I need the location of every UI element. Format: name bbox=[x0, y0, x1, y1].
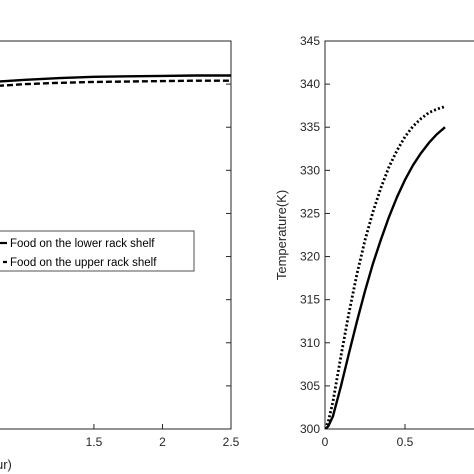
right-y-tick-label: 310 bbox=[300, 336, 320, 350]
right-series-line-1 bbox=[325, 126, 446, 429]
right-y-tick-label: 325 bbox=[300, 206, 320, 220]
right-series-line-2 bbox=[325, 105, 446, 429]
right-y-axis-label: Temperature(K) bbox=[274, 190, 289, 280]
left-x-tick-label: 2 bbox=[159, 435, 166, 449]
left-x-tick-label: 2.5 bbox=[223, 435, 240, 449]
right-y-tick-label: 300 bbox=[300, 422, 320, 436]
legend: Food on the lower rack shelf Food on the… bbox=[0, 230, 195, 272]
left-series-group bbox=[0, 74, 231, 87]
right-y-axis-ticks: 300 305 310 315 320 325 330 335 340 345 bbox=[300, 34, 330, 436]
right-y-tick-label: 330 bbox=[300, 163, 320, 177]
right-y-tick-label: 340 bbox=[300, 77, 320, 91]
left-x-axis-ticks: 1.5 2 2.5 bbox=[86, 424, 240, 449]
left-x-axis-label: ur) bbox=[0, 457, 12, 472]
right-x-tick-label: 0 bbox=[322, 435, 329, 449]
right-x-tick-label: 0.5 bbox=[397, 435, 414, 449]
legend-label-upper: Food on the upper rack shelf bbox=[10, 257, 157, 269]
left-series-line-2 bbox=[0, 79, 231, 87]
right-series-group bbox=[325, 105, 446, 429]
right-y-tick-label: 335 bbox=[300, 120, 320, 134]
right-y-tick-label: 305 bbox=[300, 379, 320, 393]
legend-box bbox=[0, 230, 195, 272]
left-series-line-1 bbox=[0, 74, 231, 83]
left-x-tick-label: 1.5 bbox=[86, 435, 103, 449]
right-plot-area bbox=[324, 40, 474, 430]
right-x-axis-ticks: 0 0.5 bbox=[322, 424, 414, 449]
legend-label-lower: Food on the lower rack shelf bbox=[10, 238, 155, 250]
right-y-tick-label: 320 bbox=[300, 250, 320, 264]
left-chart: 1.5 2 2.5 ur) Food on the lower rack shelf… bbox=[0, 40, 240, 472]
right-y-tick-label: 315 bbox=[300, 293, 320, 307]
right-y-tick-label: 345 bbox=[300, 34, 320, 48]
left-y-axis-ticks bbox=[226, 83, 231, 387]
